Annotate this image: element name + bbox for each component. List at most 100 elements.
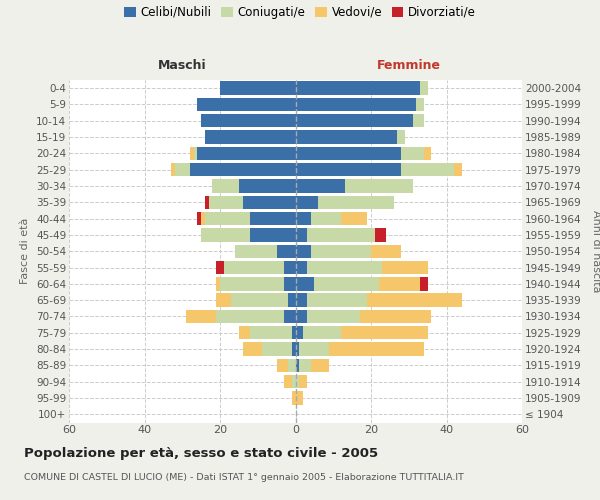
- Bar: [341, 212, 367, 226]
- Bar: [216, 261, 224, 274]
- Bar: [186, 310, 216, 323]
- Bar: [314, 277, 379, 290]
- Bar: [307, 294, 367, 307]
- Bar: [299, 342, 329, 356]
- Bar: [296, 146, 401, 160]
- Bar: [416, 98, 424, 111]
- Bar: [296, 277, 314, 290]
- Bar: [296, 212, 311, 226]
- Bar: [296, 244, 311, 258]
- Bar: [296, 261, 307, 274]
- Bar: [242, 342, 262, 356]
- Bar: [307, 310, 359, 323]
- Bar: [296, 180, 344, 192]
- Bar: [359, 310, 431, 323]
- Bar: [197, 98, 296, 111]
- Bar: [296, 98, 416, 111]
- Bar: [420, 82, 428, 95]
- Text: COMUNE DI CASTEL DI LUCIO (ME) - Dati ISTAT 1° gennaio 2005 - Elaborazione TUTTI: COMUNE DI CASTEL DI LUCIO (ME) - Dati IS…: [24, 472, 464, 482]
- Text: Femmine: Femmine: [377, 60, 441, 72]
- Bar: [205, 196, 209, 209]
- Bar: [401, 146, 424, 160]
- Bar: [299, 358, 311, 372]
- Bar: [190, 163, 296, 176]
- Bar: [175, 163, 190, 176]
- Bar: [424, 146, 431, 160]
- Bar: [296, 342, 299, 356]
- Bar: [209, 196, 242, 209]
- Bar: [197, 146, 296, 160]
- Bar: [284, 277, 296, 290]
- Bar: [292, 392, 296, 404]
- Bar: [277, 244, 296, 258]
- Bar: [216, 310, 284, 323]
- Bar: [197, 212, 201, 226]
- Bar: [205, 212, 250, 226]
- Bar: [329, 342, 424, 356]
- Bar: [224, 261, 284, 274]
- Bar: [235, 244, 277, 258]
- Bar: [375, 228, 386, 241]
- Bar: [341, 326, 428, 340]
- Bar: [262, 342, 292, 356]
- Bar: [239, 180, 296, 192]
- Bar: [284, 310, 296, 323]
- Bar: [311, 358, 329, 372]
- Bar: [296, 196, 318, 209]
- Bar: [201, 212, 205, 226]
- Bar: [288, 358, 296, 372]
- Bar: [190, 146, 194, 160]
- Bar: [296, 375, 299, 388]
- Bar: [311, 212, 341, 226]
- Bar: [242, 196, 296, 209]
- Bar: [307, 228, 375, 241]
- Bar: [277, 358, 288, 372]
- Bar: [296, 82, 420, 95]
- Bar: [344, 180, 413, 192]
- Bar: [292, 342, 296, 356]
- Bar: [311, 244, 371, 258]
- Bar: [371, 244, 401, 258]
- Bar: [212, 180, 239, 192]
- Bar: [284, 261, 296, 274]
- Bar: [250, 212, 296, 226]
- Text: Maschi: Maschi: [158, 60, 206, 72]
- Bar: [201, 114, 296, 128]
- Bar: [401, 163, 454, 176]
- Bar: [296, 326, 303, 340]
- Bar: [205, 130, 296, 144]
- Legend: Celibi/Nubili, Coniugati/e, Vedovi/e, Divorziati/e: Celibi/Nubili, Coniugati/e, Vedovi/e, Di…: [124, 6, 476, 19]
- Bar: [171, 163, 175, 176]
- Y-axis label: Anni di nascita: Anni di nascita: [591, 210, 600, 292]
- Bar: [284, 375, 292, 388]
- Bar: [250, 326, 292, 340]
- Bar: [382, 261, 428, 274]
- Text: Popolazione per età, sesso e stato civile - 2005: Popolazione per età, sesso e stato civil…: [24, 448, 378, 460]
- Bar: [216, 294, 232, 307]
- Bar: [296, 228, 307, 241]
- Bar: [296, 392, 303, 404]
- Bar: [292, 375, 296, 388]
- Bar: [296, 294, 307, 307]
- Bar: [413, 114, 424, 128]
- Bar: [367, 294, 461, 307]
- Y-axis label: Fasce di età: Fasce di età: [20, 218, 31, 284]
- Bar: [239, 326, 250, 340]
- Bar: [201, 228, 250, 241]
- Bar: [296, 310, 307, 323]
- Bar: [379, 277, 420, 290]
- Bar: [318, 196, 394, 209]
- Bar: [250, 228, 296, 241]
- Bar: [296, 358, 299, 372]
- Bar: [232, 294, 288, 307]
- Bar: [296, 163, 401, 176]
- Bar: [454, 163, 461, 176]
- Bar: [194, 146, 197, 160]
- Bar: [303, 326, 341, 340]
- Bar: [220, 82, 296, 95]
- Bar: [299, 375, 307, 388]
- Bar: [216, 277, 220, 290]
- Bar: [296, 130, 397, 144]
- Bar: [292, 326, 296, 340]
- Bar: [220, 277, 284, 290]
